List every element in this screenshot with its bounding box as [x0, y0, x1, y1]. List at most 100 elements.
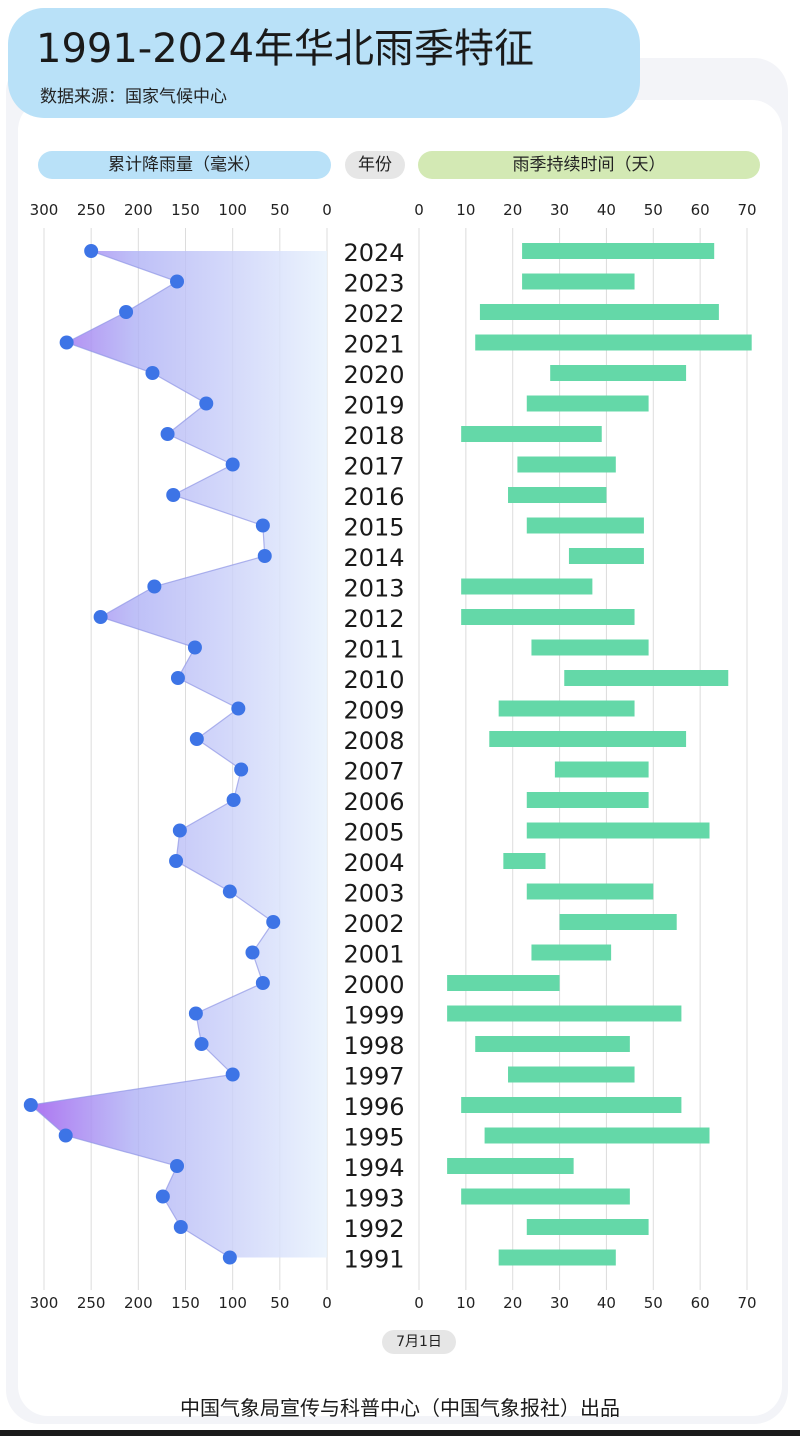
rainfall-point-2010 [170, 671, 185, 685]
footer-credit: 中国气象局宣传与科普中心（中国气象报社）出品 [180, 1396, 620, 1420]
duration-bar-2015 [526, 517, 644, 534]
year-label-2009: 2009 [343, 697, 404, 725]
rainfall-point-1997 [225, 1067, 240, 1082]
rainfall-tick-label-top: 0 [322, 201, 332, 219]
rainfall-tick-label-top: 250 [77, 201, 106, 219]
duration-bar-2002 [559, 914, 677, 930]
rainfall-area [30, 251, 327, 1258]
year-label-2020: 2020 [343, 361, 404, 389]
year-label-2007: 2007 [343, 758, 404, 786]
duration-bar-1999 [447, 1005, 682, 1022]
duration-tick-label-top: 0 [414, 201, 424, 219]
year-label-2005: 2005 [343, 819, 404, 847]
duration-tick-label-bottom: 70 [737, 1294, 756, 1312]
duration-tick-label-top: 60 [691, 201, 710, 219]
rainfall-point-2005 [172, 823, 187, 838]
rainfall-tick-label-bottom: 300 [30, 1294, 59, 1312]
duration-tick-label-top: 30 [550, 201, 569, 219]
year-label-2016: 2016 [343, 483, 404, 511]
rainfall-tick-label-bottom: 200 [124, 1294, 153, 1312]
rainfall-point-2002 [266, 915, 281, 929]
duration-bar-2000 [447, 975, 560, 991]
duration-bar-2013 [461, 578, 593, 595]
duration-bar-2010 [564, 670, 729, 686]
rainfall-point-1999 [188, 1006, 203, 1021]
rainfall-point-2014 [257, 549, 272, 563]
rainfall-point-1991 [222, 1250, 237, 1265]
duration-bar-2007 [554, 761, 649, 778]
bottom-bar [0, 1430, 800, 1436]
duration-tick-label-bottom: 0 [414, 1294, 424, 1312]
duration-bar-2016 [508, 487, 607, 503]
year-label-2011: 2011 [343, 636, 404, 664]
duration-tick-label-top: 50 [644, 201, 663, 219]
rainfall-header: 累计降雨量（毫米） [38, 151, 331, 179]
rainfall-tick-label-top: 100 [218, 201, 247, 219]
rainfall-point-2006 [226, 793, 241, 807]
rainfall-tick-label-bottom: 0 [322, 1294, 332, 1312]
year-label-2022: 2022 [343, 300, 404, 328]
year-label-2023: 2023 [343, 270, 404, 298]
year-label-2013: 2013 [343, 575, 404, 603]
year-label-2018: 2018 [343, 422, 404, 450]
rainfall-point-2008 [189, 732, 204, 746]
year-label-1995: 1995 [343, 1124, 404, 1152]
rainfall-line [29, 250, 275, 1259]
duration-bar-1992 [526, 1219, 649, 1235]
rainfall-point-1992 [173, 1220, 188, 1234]
duration-tick-label-top: 40 [597, 201, 616, 219]
rainfall-point-2022 [119, 305, 134, 319]
rainfall-tick-label-top: 150 [171, 201, 200, 219]
duration-bar-1995 [484, 1127, 710, 1144]
duration-bar-2022 [479, 304, 719, 320]
start-date-label: 7月1日 [382, 1330, 456, 1354]
duration-bar-2024 [522, 243, 715, 259]
year-label-1993: 1993 [343, 1185, 404, 1213]
duration-tick-label-bottom: 30 [550, 1294, 569, 1312]
year-label-2000: 2000 [343, 971, 404, 999]
year-label-2021: 2021 [343, 331, 404, 359]
year-label-1991: 1991 [343, 1246, 404, 1274]
year-label-1996: 1996 [343, 1093, 404, 1121]
rainfall-point-2000 [255, 976, 270, 990]
year-label-1992: 1992 [343, 1215, 404, 1243]
duration-tick-label-bottom: 60 [691, 1294, 710, 1312]
duration-bar-2009 [498, 700, 635, 717]
year-label-2003: 2003 [343, 880, 404, 908]
year-label-1994: 1994 [343, 1154, 404, 1182]
duration-bar-2020 [550, 365, 687, 381]
duration-bar-1993 [461, 1188, 630, 1205]
year-label-2014: 2014 [343, 544, 404, 572]
year-label-1998: 1998 [343, 1032, 404, 1060]
duration-bar-2018 [461, 426, 602, 442]
rainfall-point-2020 [145, 366, 160, 380]
year-label-2015: 2015 [343, 514, 404, 542]
rainfall-point-2023 [170, 274, 185, 289]
rainfall-point-2007 [234, 762, 249, 777]
rainfall-tick-label-top: 200 [124, 201, 153, 219]
rainfall-tick-label-bottom: 50 [270, 1294, 289, 1312]
rainfall-point-2018 [160, 427, 175, 441]
rainfall-point-2017 [225, 457, 240, 472]
duration-bar-2003 [526, 883, 654, 900]
data-source: 数据来源：国家气候中心 [40, 87, 227, 107]
duration-bar-2012 [461, 609, 635, 625]
rainfall-point-1998 [194, 1037, 209, 1051]
rainfall-point-2009 [231, 701, 246, 716]
duration-tick-label-top: 70 [737, 201, 756, 219]
year-label-2012: 2012 [343, 605, 404, 633]
rainfall-tick-label-top: 300 [30, 201, 59, 219]
duration-bar-2005 [526, 822, 710, 839]
rainfall-tick-label-bottom: 150 [171, 1294, 200, 1312]
year-label-2001: 2001 [343, 941, 404, 969]
rainfall-point-2019 [199, 396, 214, 411]
duration-bar-1996 [461, 1097, 682, 1113]
duration-tick-label-bottom: 10 [456, 1294, 475, 1312]
year-label-2004: 2004 [343, 849, 404, 877]
title-banner [8, 8, 640, 118]
year-label-2006: 2006 [343, 788, 404, 816]
rainfall-tick-label-bottom: 250 [77, 1294, 106, 1312]
rainfall-point-2015 [255, 518, 270, 533]
duration-bar-2008 [489, 731, 687, 747]
rainfall-point-2012 [93, 610, 108, 624]
